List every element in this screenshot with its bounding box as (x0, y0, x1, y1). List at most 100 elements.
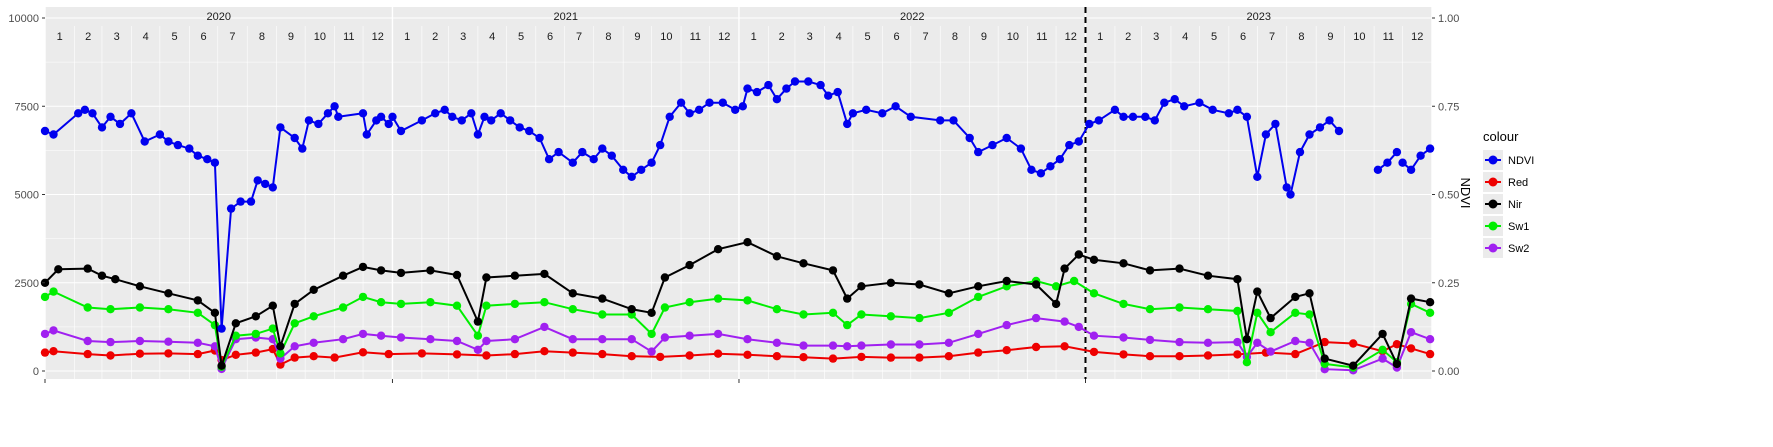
data-point-red (1233, 350, 1242, 359)
data-point-nir (251, 312, 260, 321)
data-point-nir (268, 301, 277, 310)
data-point-ndvi (804, 77, 813, 86)
month-label: 6 (200, 31, 206, 43)
y-tick-label-left: 2500 (15, 278, 39, 290)
data-point-sw2 (915, 340, 924, 349)
data-point-sw2 (1145, 335, 1155, 345)
data-point-sw1 (1242, 358, 1252, 367)
data-point-nir (598, 294, 607, 303)
legend-key-point (1488, 243, 1498, 253)
data-point-red (627, 352, 636, 361)
data-point-sw2 (83, 336, 92, 346)
month-label: 4 (489, 31, 495, 43)
month-label: 10 (660, 31, 672, 43)
data-point-ndvi (40, 126, 50, 136)
data-point-ndvi (568, 158, 577, 167)
month-label: 1 (751, 31, 757, 43)
data-point-sw2 (1266, 347, 1275, 356)
data-point-ndvi (833, 87, 842, 97)
data-point-ndvi (1036, 169, 1046, 178)
data-point-ndvi (506, 116, 515, 125)
y-tick-label-right: 0.25 (1438, 278, 1459, 290)
data-point-ndvi (525, 126, 534, 136)
month-label: 10 (1353, 31, 1365, 43)
data-point-red (1002, 346, 1011, 355)
data-point-red (251, 348, 260, 357)
data-point-nir (1392, 359, 1402, 369)
data-point-sw1 (1203, 305, 1213, 314)
data-point-sw2 (1233, 337, 1242, 347)
legend-item-red: Red (1483, 172, 1528, 192)
month-label: 12 (1411, 31, 1423, 43)
data-point-nir (290, 299, 299, 309)
data-point-ndvi (752, 87, 762, 97)
data-point-sw1 (358, 292, 368, 302)
legend-key-point (1488, 221, 1498, 231)
data-point-ndvi (440, 105, 449, 115)
data-point-ndvi (656, 140, 665, 150)
month-label: 8 (259, 31, 265, 43)
data-point-ndvi (1416, 151, 1425, 160)
legend: colour NDVI Red Nir Sw1 Sw2 (1483, 129, 1534, 258)
data-point-ndvi (473, 130, 483, 139)
data-point-sw1 (915, 313, 924, 323)
data-point-red (1089, 347, 1099, 357)
data-point-nir (1089, 255, 1099, 264)
month-label: 4 (836, 31, 842, 43)
data-point-ndvi (276, 123, 285, 132)
data-point-ndvi (598, 144, 607, 153)
data-point-sw2 (685, 331, 694, 340)
legend-label: Sw1 (1508, 221, 1529, 233)
month-label: 3 (1153, 31, 1159, 43)
month-label: 5 (172, 31, 178, 43)
data-point-nir (54, 265, 63, 274)
data-point-ndvi (988, 140, 997, 150)
data-point-sw2 (309, 338, 318, 347)
data-point-ndvi (1055, 155, 1065, 164)
data-point-nir (1242, 335, 1252, 344)
data-point-sw1 (1233, 306, 1242, 316)
data-point-ndvi (140, 137, 149, 146)
data-point-nir (647, 308, 656, 317)
data-point-ndvi (480, 112, 489, 122)
data-point-sw1 (231, 331, 240, 340)
data-point-sw1 (828, 308, 838, 317)
data-point-nir (1291, 292, 1300, 302)
data-point-sw2 (49, 326, 58, 335)
data-point-ndvi (694, 105, 704, 115)
month-label: 7 (229, 31, 235, 43)
month-label: 5 (1211, 31, 1217, 43)
data-point-ndvi (589, 155, 598, 164)
data-point-nir (1425, 298, 1435, 307)
month-label: 5 (865, 31, 871, 43)
data-point-red (193, 349, 202, 359)
data-point-sw1 (40, 292, 50, 302)
data-point-ndvi (396, 126, 406, 136)
data-point-ndvi (384, 119, 393, 129)
data-point-sw1 (1089, 289, 1099, 298)
data-point-nir (568, 289, 577, 298)
data-point-ndvi (1094, 116, 1104, 125)
data-point-nir (857, 282, 866, 291)
data-point-ndvi (843, 119, 852, 129)
data-point-nir (743, 238, 752, 247)
legend-label: Sw2 (1508, 243, 1529, 255)
data-point-ndvi (824, 91, 833, 100)
right-axis-label: NDVI (1458, 177, 1473, 208)
month-label: 9 (1327, 31, 1333, 43)
data-point-ndvi (627, 172, 636, 181)
data-point-sw1 (1051, 282, 1061, 291)
data-point-nir (510, 271, 520, 280)
data-point-sw2 (1089, 331, 1099, 340)
data-point-ndvi (676, 98, 686, 107)
data-point-sw1 (290, 319, 299, 328)
data-point-ndvi (1016, 144, 1026, 153)
data-point-sw2 (1074, 322, 1084, 332)
data-point-sw2 (799, 341, 808, 350)
data-point-ndvi (607, 151, 616, 160)
y-tick-label-left: 10000 (8, 13, 39, 25)
data-point-sw1 (1305, 310, 1314, 319)
data-point-ndvi (731, 105, 740, 115)
data-point-nir (338, 271, 348, 280)
